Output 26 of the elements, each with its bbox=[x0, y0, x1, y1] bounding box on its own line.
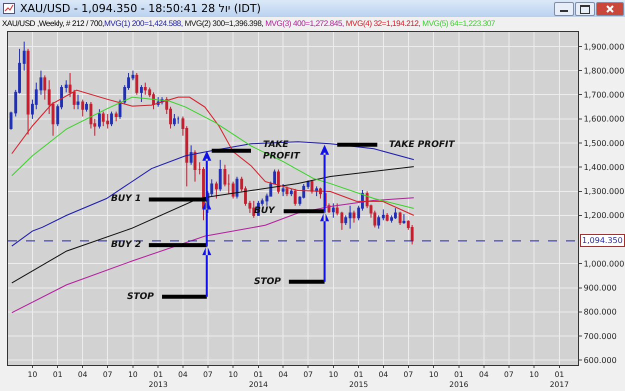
y-tick-label: 1,300.000 bbox=[584, 187, 624, 196]
y-tick-label: 1,800.000 bbox=[584, 66, 624, 76]
y-tick-label: 1,600.000 bbox=[584, 114, 624, 124]
y-tick-label: 1,900.000 bbox=[584, 42, 624, 52]
y-tick-label: 1,000.000 bbox=[584, 259, 624, 268]
y-tick-label: 1,200.000 bbox=[584, 211, 624, 220]
text: MVG(2) 300=1,396.398, bbox=[184, 19, 264, 28]
y-tick-label: 1,400.000 bbox=[584, 162, 624, 172]
text: MVG(1) 200=1,424.588, bbox=[104, 19, 184, 28]
ref-line-label: 1,094.350 bbox=[582, 236, 623, 245]
annotation: TAKE PROFIT bbox=[389, 140, 456, 150]
chart-title: XAU/USD - 1,094.350 - 18:50:41 28 יול (IDT) bbox=[20, 1, 261, 17]
y-tick-label: 900.000 bbox=[584, 284, 617, 293]
chart-subtitle: XAU/USD ,Weekly, # 212 / 700, bbox=[2, 19, 104, 28]
annotation: BUY 1 bbox=[111, 194, 142, 204]
y-tick-label: 1,500.000 bbox=[584, 138, 624, 148]
text: MVG(3) 400=1,272.845, bbox=[265, 19, 345, 28]
y-tick-label: 600.000 bbox=[584, 356, 617, 365]
text: MVG(4) 32=1,194.212, bbox=[346, 19, 422, 28]
y-tick-label: 800.000 bbox=[584, 308, 617, 317]
y-tick-label: 1,700.000 bbox=[584, 90, 624, 100]
annotation: STOP bbox=[254, 277, 282, 287]
y-tick-label: 700.000 bbox=[584, 332, 617, 341]
annotation: BUY 2 bbox=[111, 240, 142, 250]
annotation: STOP bbox=[127, 292, 154, 302]
text: MVG(5) 64=1,223.307 bbox=[422, 19, 496, 28]
